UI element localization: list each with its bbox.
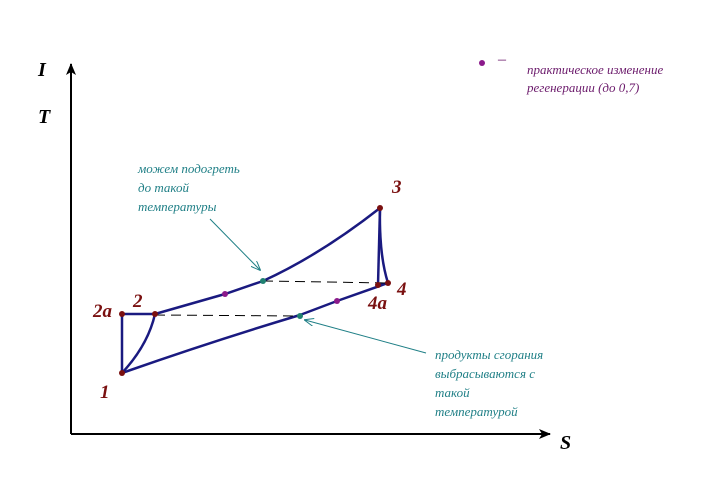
state-point-3 [377, 205, 383, 211]
annotation-exhaust-line4: температурой [435, 404, 518, 419]
practical-point-upper [222, 291, 228, 297]
state-point-2 [152, 311, 158, 317]
annotation-heat-up-line3: температуры [138, 199, 217, 214]
annotation-exhaust-line1: продукты сгорания [435, 347, 543, 362]
regen-line-upper [262, 280, 389, 284]
legend-text-line1: практическое изменение [527, 62, 663, 77]
state-point-2a [119, 311, 125, 317]
legend-text-line2: регенерации (до 0,7) [526, 80, 639, 95]
state-point-1 [119, 370, 125, 376]
state-points [119, 205, 391, 376]
regen-point-lower [297, 313, 303, 319]
x-axis-label-s: S [560, 432, 571, 454]
cycle-curves [120, 207, 390, 375]
point-label-3: 3 [391, 177, 402, 198]
process-3-4 [378, 207, 390, 284]
process-4-1 [121, 281, 389, 375]
process-1-2 [121, 313, 157, 374]
annotation-heat-up: можем подогреть до такой температуры [137, 161, 240, 214]
annotation-exhaust-line3: такой [435, 385, 470, 400]
legend-dash: – [497, 51, 507, 68]
point-label-2a: 2a [92, 301, 113, 322]
point-label-2: 2 [132, 291, 143, 312]
point-label-1: 1 [100, 382, 110, 403]
annotation-heat-up-arrow [209, 218, 260, 270]
point-label-4: 4 [396, 279, 407, 300]
annotation-exhaust-arrow [305, 320, 427, 354]
regen-point-upper [260, 278, 266, 284]
regen-line-lower [154, 314, 301, 317]
legend-point-icon [479, 60, 485, 66]
y-axis-label-i: I [37, 59, 47, 81]
annotation-exhaust: продукты сгорания выбрасываются с такой … [435, 347, 543, 419]
annotation-heat-up-line2: до такой [138, 180, 189, 195]
practical-point-lower [334, 298, 340, 304]
state-point-4a [375, 282, 381, 288]
state-point-4 [385, 280, 391, 286]
point-label-4a: 4a [367, 293, 388, 314]
annotation-exhaust-line2: выбрасываются с [435, 366, 535, 381]
y-axis-label-t: T [38, 106, 51, 128]
annotation-heat-up-line1: можем подогреть [137, 161, 240, 176]
